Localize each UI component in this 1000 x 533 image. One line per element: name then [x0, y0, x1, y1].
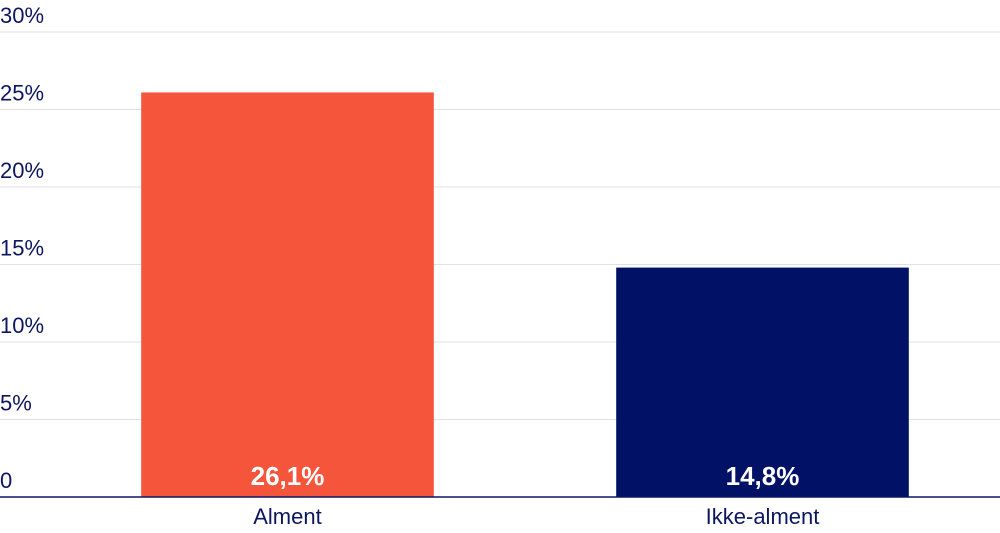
y-tick-label: 10%	[0, 313, 44, 338]
y-tick-label: 0	[0, 468, 12, 493]
y-tick-label: 30%	[0, 3, 44, 28]
bar	[141, 92, 434, 497]
value-label: 26,1%	[251, 461, 325, 491]
y-tick-label: 5%	[0, 390, 32, 415]
x-tick-label: Ikke-alment	[706, 504, 820, 529]
y-tick-label: 15%	[0, 235, 44, 260]
value-label: 14,8%	[726, 461, 800, 491]
y-tick-label: 25%	[0, 80, 44, 105]
x-tick-label: Alment	[253, 504, 321, 529]
bar	[616, 267, 909, 497]
y-tick-label: 20%	[0, 158, 44, 183]
